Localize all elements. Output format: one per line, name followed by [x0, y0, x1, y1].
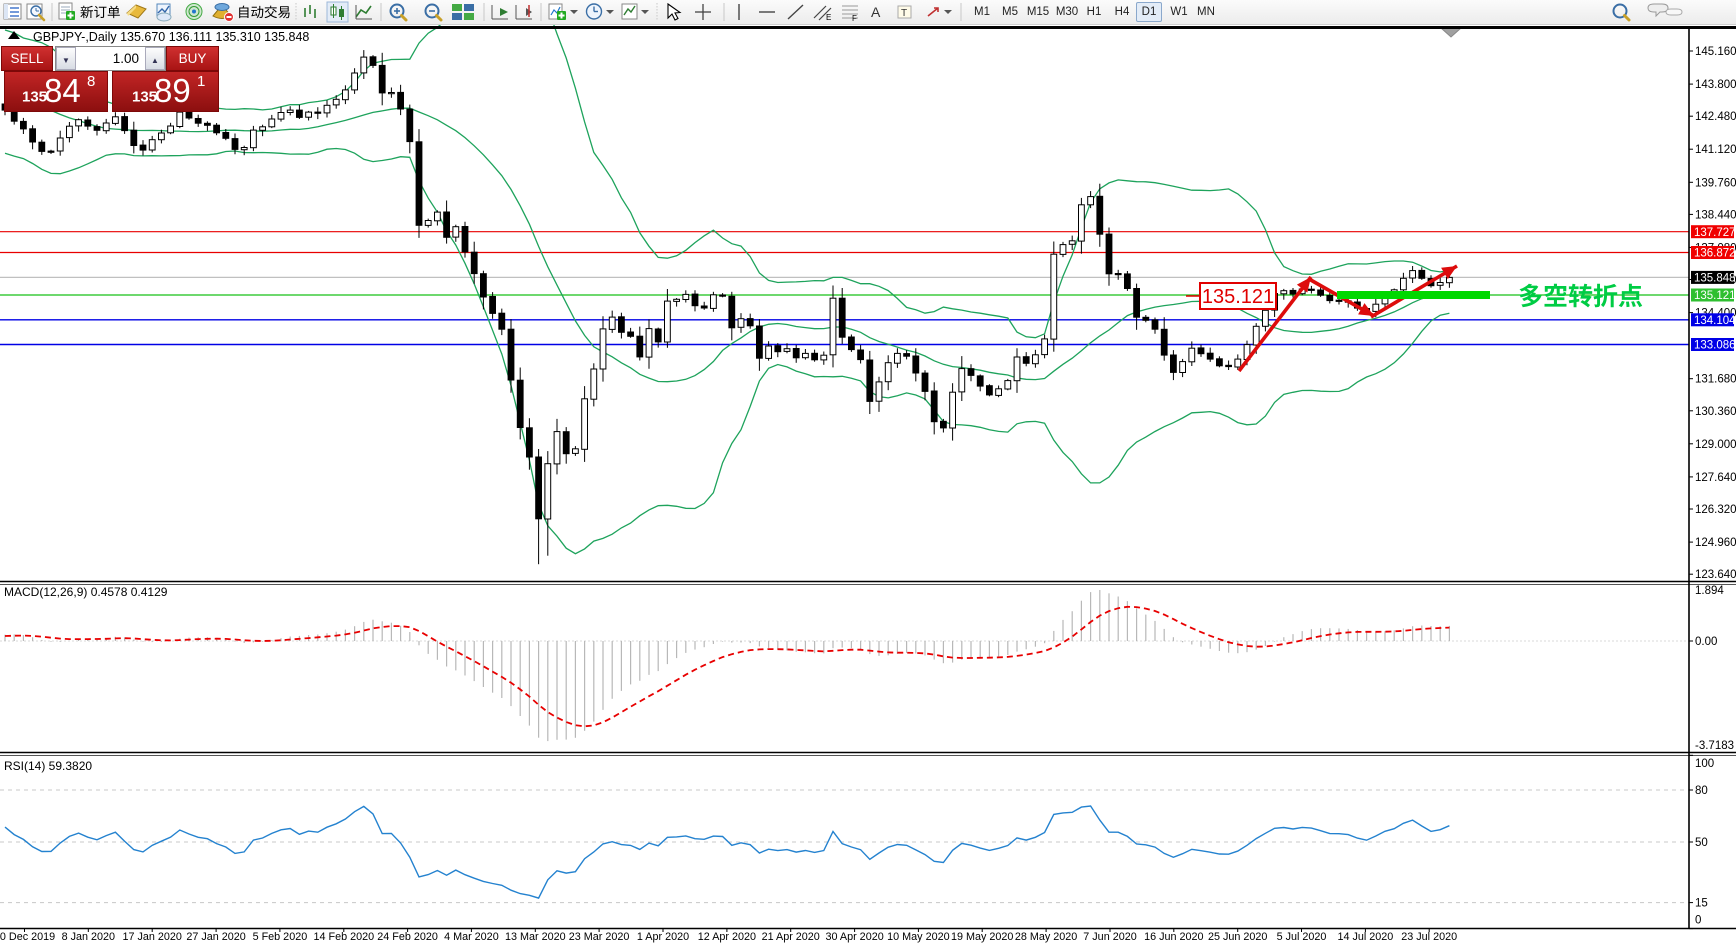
svg-text:50: 50	[1695, 837, 1708, 849]
svg-text:GBPJPY-,Daily 135.670 136.111: GBPJPY-,Daily 135.670 136.111 135.310 13…	[33, 30, 309, 44]
svg-text:14 Feb 2020: 14 Feb 2020	[313, 931, 374, 943]
svg-text:124.960: 124.960	[1695, 537, 1736, 549]
svg-text:1: 1	[197, 73, 205, 90]
svg-text:84: 84	[44, 72, 81, 109]
svg-text:0: 0	[1695, 915, 1701, 927]
svg-text:135.121: 135.121	[1202, 286, 1274, 308]
svg-text:21 Apr 2020: 21 Apr 2020	[762, 931, 820, 943]
svg-text:17 Jan 2020: 17 Jan 2020	[122, 931, 181, 943]
svg-text:5 Feb 2020: 5 Feb 2020	[253, 931, 308, 943]
svg-text:145.160: 145.160	[1695, 46, 1736, 58]
svg-text:24 Feb 2020: 24 Feb 2020	[377, 931, 438, 943]
svg-text:1 Apr 2020: 1 Apr 2020	[637, 931, 689, 943]
svg-text:134.104: 134.104	[1694, 315, 1736, 327]
svg-text:127.640: 127.640	[1695, 472, 1736, 484]
svg-text:131.680: 131.680	[1695, 374, 1736, 386]
svg-text:RSI(14) 59.3820: RSI(14) 59.3820	[4, 759, 92, 773]
svg-text:142.480: 142.480	[1695, 111, 1736, 123]
svg-text:137.727: 137.727	[1694, 227, 1736, 239]
svg-text:4 Mar 2020: 4 Mar 2020	[444, 931, 499, 943]
svg-text:123.640: 123.640	[1695, 569, 1736, 581]
svg-text:12 Apr 2020: 12 Apr 2020	[698, 931, 756, 943]
svg-text:130.360: 130.360	[1695, 406, 1736, 418]
svg-text:126.320: 126.320	[1695, 504, 1736, 516]
svg-text:139.760: 139.760	[1695, 177, 1736, 189]
svg-text:100: 100	[1695, 758, 1714, 770]
svg-text:MACD(12,26,9) 0.4578 0.4129: MACD(12,26,9) 0.4578 0.4129	[4, 585, 168, 599]
svg-text:0.00: 0.00	[1695, 636, 1717, 648]
svg-text:136.872: 136.872	[1694, 248, 1736, 260]
svg-text:10 May 2020: 10 May 2020	[887, 931, 949, 943]
svg-text:T: T	[901, 8, 907, 19]
svg-text:133.086: 133.086	[1694, 340, 1736, 352]
svg-text:7 Jun 2020: 7 Jun 2020	[1083, 931, 1136, 943]
svg-text:14 Jul 2020: 14 Jul 2020	[1337, 931, 1393, 943]
svg-text:138.440: 138.440	[1695, 209, 1736, 221]
svg-text:143.800: 143.800	[1695, 79, 1736, 91]
svg-text:80: 80	[1695, 785, 1708, 797]
svg-text:28 May 2020: 28 May 2020	[1015, 931, 1077, 943]
svg-text:30 Apr 2020: 30 Apr 2020	[825, 931, 883, 943]
svg-text:135: 135	[132, 89, 157, 106]
svg-text:-3.7183: -3.7183	[1695, 740, 1734, 752]
svg-text:E: E	[826, 13, 831, 22]
svg-text:16 Jun 2020: 16 Jun 2020	[1144, 931, 1203, 943]
svg-text:25 Jun 2020: 25 Jun 2020	[1208, 931, 1267, 943]
svg-text:13 Mar 2020: 13 Mar 2020	[505, 931, 566, 943]
svg-text:A: A	[871, 4, 881, 20]
svg-text:135.121: 135.121	[1694, 290, 1736, 302]
svg-text:89: 89	[154, 72, 191, 109]
svg-text:1.894: 1.894	[1695, 585, 1724, 597]
svg-text:30 Dec 2019: 30 Dec 2019	[0, 931, 55, 943]
svg-text:19 May 2020: 19 May 2020	[951, 931, 1013, 943]
svg-text:141.120: 141.120	[1695, 144, 1736, 156]
svg-text:F: F	[852, 14, 857, 23]
svg-text:135.848: 135.848	[1694, 273, 1736, 285]
svg-text:23 Jul 2020: 23 Jul 2020	[1401, 931, 1457, 943]
svg-text:135: 135	[22, 89, 47, 106]
svg-text:27 Jan 2020: 27 Jan 2020	[186, 931, 245, 943]
svg-text:23 Mar 2020: 23 Mar 2020	[569, 931, 630, 943]
svg-text:5 Jul 2020: 5 Jul 2020	[1277, 931, 1327, 943]
svg-text:8: 8	[87, 73, 95, 90]
svg-text:8 Jan 2020: 8 Jan 2020	[62, 931, 115, 943]
svg-text:15: 15	[1695, 898, 1708, 910]
svg-text:129.000: 129.000	[1695, 439, 1736, 451]
